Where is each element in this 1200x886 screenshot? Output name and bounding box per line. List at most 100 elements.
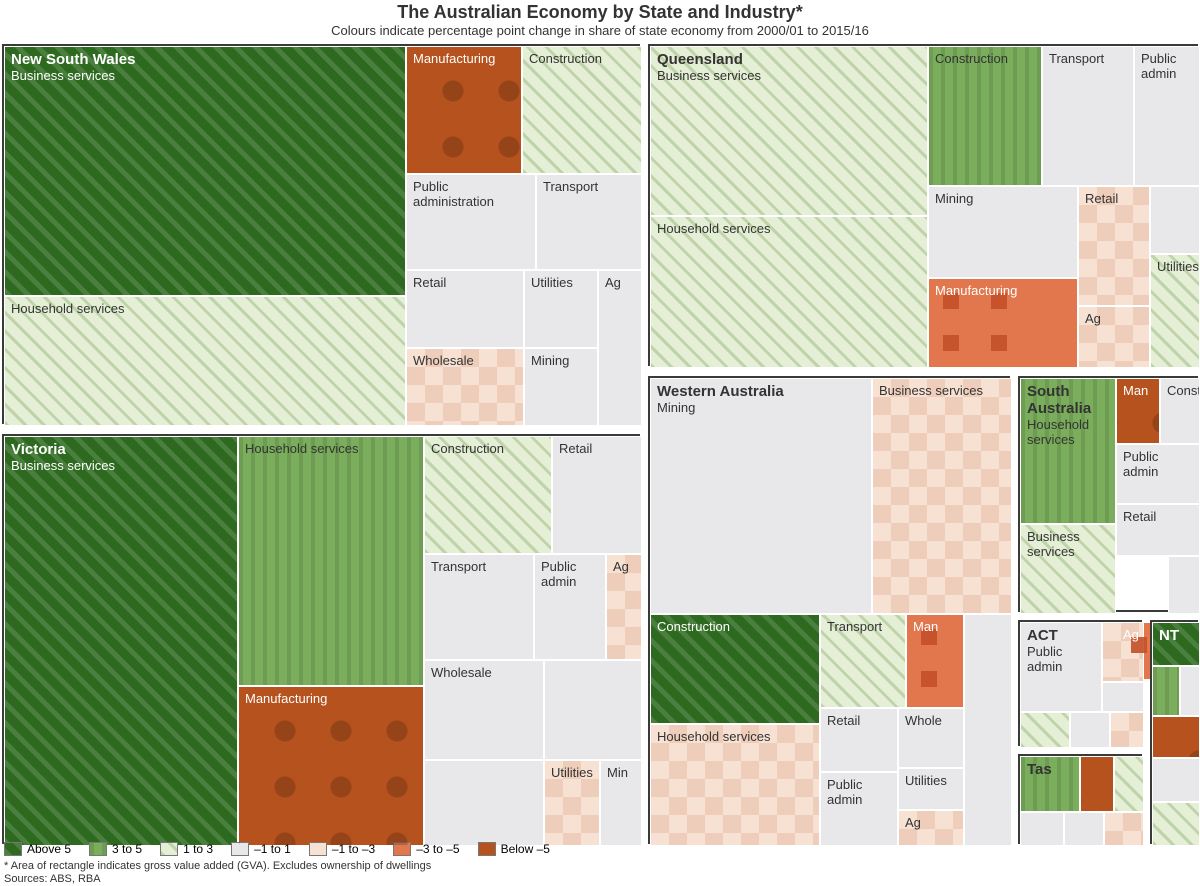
- industry-label: Min: [607, 765, 635, 780]
- state-name: New South Wales: [11, 51, 399, 68]
- cell: South AustraliaHousehold services: [1020, 378, 1116, 524]
- cell: [544, 660, 642, 760]
- industry-label: Ag: [1085, 311, 1143, 326]
- cell: ACTPublic admin: [1020, 622, 1102, 712]
- cell: [1102, 682, 1144, 712]
- industry-label: Mining: [531, 353, 591, 368]
- industry-label: Mining: [657, 400, 865, 415]
- cell: [1152, 716, 1200, 758]
- industry-label: Public admin: [827, 777, 891, 807]
- cell: Household services: [4, 296, 406, 426]
- cell: QueenslandBusiness services: [650, 46, 928, 216]
- state-western-australia: Western AustraliaMining Business services…: [648, 376, 1010, 844]
- state-tas: Tas: [1018, 754, 1142, 844]
- cell: [1020, 712, 1070, 748]
- industry-label: Public admin: [1141, 51, 1193, 81]
- cell: Household services: [650, 724, 820, 846]
- industry-label: Transport: [431, 559, 527, 574]
- legend-item: 1 to 3: [160, 842, 213, 856]
- industry-label: Manufacturing: [935, 283, 1071, 298]
- cell: VictoriaBusiness services: [4, 436, 238, 846]
- industry-label: Household services: [1027, 417, 1109, 447]
- legend-swatch: [160, 842, 178, 856]
- industry-label: Construction: [935, 51, 1035, 66]
- cell: Retail: [1078, 186, 1150, 306]
- legend-item: 3 to 5: [89, 842, 142, 856]
- treemap-container: New South Wales Business services Househol…: [2, 44, 1198, 844]
- sources: Sources: ABS, RBA: [4, 873, 101, 885]
- cell: Household services: [650, 216, 928, 368]
- industry-label: Household services: [245, 441, 417, 456]
- chart-subtitle: Colours indicate percentage point change…: [0, 23, 1200, 38]
- footnote: * Area of rectangle indicates gross valu…: [4, 860, 431, 872]
- legend-label: 3 to 5: [112, 842, 142, 856]
- cell: Mining: [928, 186, 1078, 278]
- industry-label: Business services: [657, 68, 921, 83]
- industry-label: Public admin: [1123, 449, 1193, 479]
- cell: [1168, 556, 1200, 614]
- cell: Household services: [238, 436, 424, 686]
- chart-title: The Australian Economy by State and Indu…: [0, 0, 1200, 23]
- legend-swatch: [89, 842, 107, 856]
- industry-label: Ag: [905, 815, 957, 830]
- cell: Mining: [524, 348, 598, 426]
- cell: Manufacturing: [928, 278, 1078, 368]
- industry-label: Ag: [613, 559, 635, 574]
- industry-label: Retail: [559, 441, 635, 456]
- cell: Ag: [598, 270, 642, 426]
- state-queensland: QueenslandBusiness servicesHousehold ser…: [648, 44, 1198, 366]
- industry-label: Transport: [543, 179, 635, 194]
- industry-label: Business services: [11, 458, 231, 473]
- state-name: Tas: [1027, 761, 1073, 778]
- industry-label: Manufacturing: [245, 691, 417, 706]
- cell: Ag: [1078, 306, 1150, 368]
- cell: [1020, 812, 1064, 846]
- cell: Construction: [650, 614, 820, 724]
- industry-label: Wholesale: [431, 665, 537, 680]
- cell: Public admin: [534, 554, 606, 660]
- cell: Retail: [552, 436, 642, 554]
- industry-label: Utilities: [531, 275, 591, 290]
- industry-label: Construction: [529, 51, 635, 66]
- cell: [1150, 186, 1200, 254]
- state-name: Victoria: [11, 441, 231, 458]
- industry-label: Utilities: [905, 773, 957, 788]
- cell: Ag: [898, 810, 964, 846]
- cell: Business services: [872, 378, 1012, 614]
- cell: Public admin: [1116, 444, 1200, 504]
- industry-label: Transport: [827, 619, 899, 634]
- industry-label: Retail: [827, 713, 891, 728]
- legend-item: Below –5: [478, 842, 550, 856]
- industry-label: Construction: [657, 619, 813, 634]
- cell: Public admin: [820, 772, 898, 846]
- industry-label: Public administration: [413, 179, 529, 209]
- industry-label: Transport: [1049, 51, 1127, 66]
- cell: Min: [600, 760, 642, 846]
- cell: Utilities: [544, 760, 600, 846]
- industry-label: Mining: [935, 191, 1071, 206]
- industry-label: Public admin: [1027, 644, 1095, 674]
- industry-label: Business services: [879, 383, 1005, 398]
- cell: Man: [1116, 378, 1160, 444]
- industry-label: Whole: [905, 713, 957, 728]
- cell: Construction: [424, 436, 552, 554]
- cell: Business services: [1020, 524, 1116, 614]
- state-name: South Australia: [1027, 383, 1109, 417]
- cell: [1114, 756, 1144, 812]
- cell: Construction: [928, 46, 1042, 186]
- industry-label: Household services: [11, 301, 399, 316]
- legend-swatch: [478, 842, 496, 856]
- industry-label: Retail: [413, 275, 517, 290]
- cell: [1110, 712, 1144, 748]
- cell: Transport: [536, 174, 642, 270]
- cell: Man: [906, 614, 964, 708]
- cell: [1064, 812, 1104, 846]
- state-name: Western Australia: [657, 383, 865, 400]
- cell: Wholesale: [424, 660, 544, 760]
- state-new-south-wales: New South WalesBusiness servicesHousehol…: [2, 44, 640, 424]
- state-name: Queensland: [657, 51, 921, 68]
- industry-label: Wholesale: [413, 353, 517, 368]
- state-south-australia: South AustraliaHousehold servicesBusines…: [1018, 376, 1198, 612]
- industry-label: Household services: [657, 729, 813, 744]
- cell: Whole: [898, 708, 964, 768]
